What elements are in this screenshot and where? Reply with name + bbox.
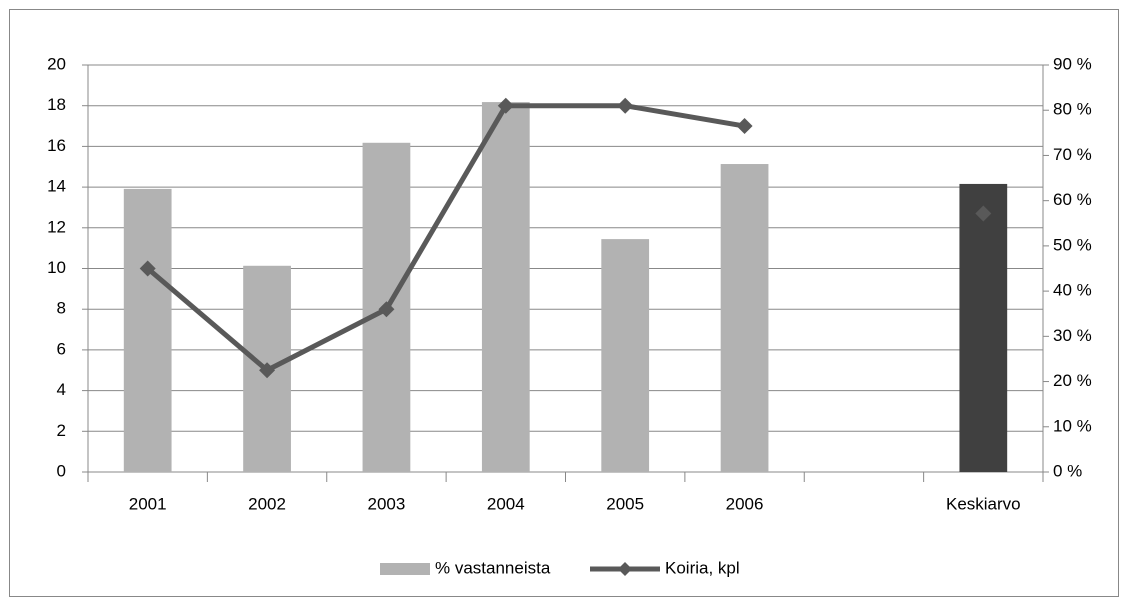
legend-marker [618, 562, 632, 576]
y2-tick-label: 40 % [1053, 281, 1092, 300]
y-tick-label: 4 [57, 380, 66, 399]
x-tick-label: 2001 [129, 494, 167, 513]
y-tick-label: 6 [57, 339, 66, 358]
bar [123, 188, 172, 473]
x-tick-label: 2005 [606, 494, 644, 513]
marker [259, 362, 276, 379]
x-tick-label: Keskiarvo [946, 494, 1021, 513]
y-tick-label: 14 [47, 177, 66, 196]
y2-tick-label: 0 % [1053, 461, 1082, 480]
y-tick-label: 12 [47, 217, 66, 236]
y2-tick-label: 10 % [1053, 416, 1092, 435]
legend-label: Koiria, kpl [665, 558, 740, 577]
y-tick-label: 10 [47, 258, 66, 277]
marker [975, 205, 992, 222]
x-tick-label: 2006 [726, 494, 764, 513]
y2-tick-label: 20 % [1053, 371, 1092, 390]
y2-tick-label: 80 % [1053, 100, 1092, 119]
marker [378, 301, 395, 318]
y2-tick-label: 90 % [1053, 54, 1092, 73]
y2-tick-label: 60 % [1053, 190, 1092, 209]
y-tick-label: 0 [57, 461, 66, 480]
marker [617, 97, 634, 114]
y2-tick-label: 50 % [1053, 235, 1092, 254]
bar [601, 239, 650, 472]
y2-tick-label: 30 % [1053, 326, 1092, 345]
y-tick-label: 16 [47, 136, 66, 155]
y-tick-label: 8 [57, 299, 66, 318]
line [146, 103, 745, 373]
y-tick-label: 2 [57, 421, 66, 440]
bar [959, 183, 1008, 472]
marker [736, 118, 753, 135]
x-tick-label: 2004 [487, 494, 525, 513]
bar [720, 164, 769, 472]
x-tick-label: 2002 [248, 494, 286, 513]
legend-label: % vastanneista [435, 558, 551, 577]
y2-tick-label: 70 % [1053, 145, 1092, 164]
y-tick-label: 20 [47, 54, 66, 73]
legend-swatch [380, 563, 430, 575]
bar [481, 102, 530, 473]
x-tick-label: 2003 [368, 494, 406, 513]
marker [139, 260, 156, 277]
y-tick-label: 18 [47, 95, 66, 114]
marker [497, 97, 514, 114]
